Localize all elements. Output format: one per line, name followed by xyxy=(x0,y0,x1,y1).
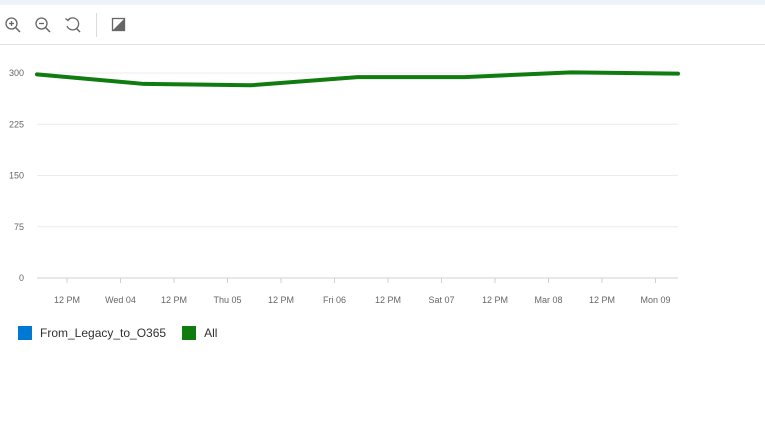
y-tick-label: 0 xyxy=(19,273,24,283)
series-line-all xyxy=(35,70,680,88)
legend-item-from-legacy[interactable]: From_Legacy_to_O365 xyxy=(18,326,166,340)
x-tick-label: Mon 09 xyxy=(640,295,670,305)
reset-zoom-icon[interactable] xyxy=(64,16,82,34)
legend-swatch-blue xyxy=(18,326,32,340)
x-tick-label: Wed 04 xyxy=(105,295,136,305)
x-tick-label: Thu 05 xyxy=(213,295,241,305)
top-strip xyxy=(0,0,765,5)
x-tick-label: 12 PM xyxy=(161,295,187,305)
legend-item-all[interactable]: All xyxy=(182,326,217,340)
y-tick-label: 75 xyxy=(14,222,24,232)
x-tick-label: 12 PM xyxy=(482,295,508,305)
line-chart: 0 75 150 225 300 12 PM Wed 04 12 PM Thu 05 12 PM F… xyxy=(9,68,680,305)
x-tick-label: 12 PM xyxy=(589,295,615,305)
toolbar-separator xyxy=(96,13,97,37)
x-tick-label: Fri 06 xyxy=(323,295,346,305)
y-tick-label: 300 xyxy=(9,68,24,78)
legend-label: From_Legacy_to_O365 xyxy=(40,326,167,340)
legend-label: All xyxy=(204,326,218,340)
x-tick-label: Sat 07 xyxy=(428,295,454,305)
zoom-in-icon[interactable] xyxy=(4,16,22,34)
zoom-out-icon[interactable] xyxy=(34,16,52,34)
x-tick-label: 12 PM xyxy=(375,295,401,305)
x-tick-label: 12 PM xyxy=(268,295,294,305)
y-tick-label: 225 xyxy=(9,119,24,129)
y-tick-label: 150 xyxy=(9,171,24,181)
chart-legend: From_Legacy_to_O365 All xyxy=(18,325,233,341)
toggle-fill-icon[interactable] xyxy=(110,16,128,34)
legend-swatch-green xyxy=(182,326,197,340)
x-tick-label: Mar 08 xyxy=(534,295,562,305)
x-tick-label: 12 PM xyxy=(54,295,80,305)
chart-toolbar xyxy=(0,5,765,45)
